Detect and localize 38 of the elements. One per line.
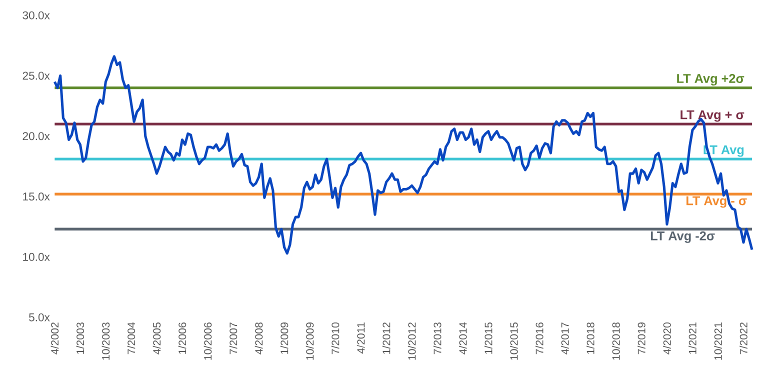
- x-tick-label: 7/2007: [229, 322, 238, 354]
- y-tick-label: 20.0x: [22, 132, 50, 140]
- x-tick-label: 7/2019: [638, 322, 646, 354]
- x-tick-label: 10/2003: [102, 322, 110, 360]
- x-tick-label: 7/2010: [331, 322, 340, 354]
- ref-line-label: LT Avg - σ: [686, 196, 747, 208]
- x-tick-label: 4/2008: [254, 322, 263, 354]
- ref-line-label: LT Avg + σ: [680, 110, 744, 122]
- x-tick-label: 4/2011: [356, 322, 365, 354]
- y-tick-label: 30.0x: [22, 11, 50, 20]
- x-tick-label: 10/2006: [204, 322, 212, 360]
- ref-line-label: LT Avg -2σ: [650, 231, 715, 243]
- x-tick-label: 10/2015: [510, 322, 518, 360]
- x-tick-label: 7/2016: [535, 322, 544, 354]
- x-tick-label: 4/2005: [152, 322, 161, 354]
- x-tick-label: 4/2002: [50, 322, 59, 354]
- y-tick-label: 5.0x: [29, 313, 50, 322]
- x-tick-label: 1/2006: [178, 322, 186, 354]
- x-tick-label: 1/2018: [586, 322, 594, 354]
- y-tick-label: 15.0x: [23, 192, 50, 201]
- x-tick-label: 7/2013: [433, 322, 442, 354]
- x-tick-label: 10/2018: [612, 322, 620, 360]
- x-tick-label: 10/2009: [306, 322, 314, 360]
- y-tick-label: 25.0x: [22, 72, 50, 80]
- x-tick-label: 1/2012: [382, 322, 390, 354]
- x-tick-label: 1/2021: [688, 322, 696, 354]
- x-tick-label: 7/2004: [127, 322, 136, 354]
- x-tick-label: 4/2014: [458, 322, 467, 354]
- ref-line-label: LT Avg +2σ: [677, 74, 744, 86]
- y-tick-label: 10.0x: [23, 252, 50, 261]
- x-tick-label: 4/2017: [560, 322, 569, 354]
- x-tick-label: 1/2009: [280, 322, 288, 354]
- x-tick-label: 10/2012: [408, 322, 416, 360]
- x-tick-label: 1/2015: [484, 322, 492, 354]
- x-tick-label: 4/2020: [663, 322, 671, 354]
- x-tick-label: 10/2021: [714, 322, 722, 360]
- x-tick-label: 7/2022: [740, 322, 748, 354]
- x-tick-label: 1/2003: [76, 322, 84, 354]
